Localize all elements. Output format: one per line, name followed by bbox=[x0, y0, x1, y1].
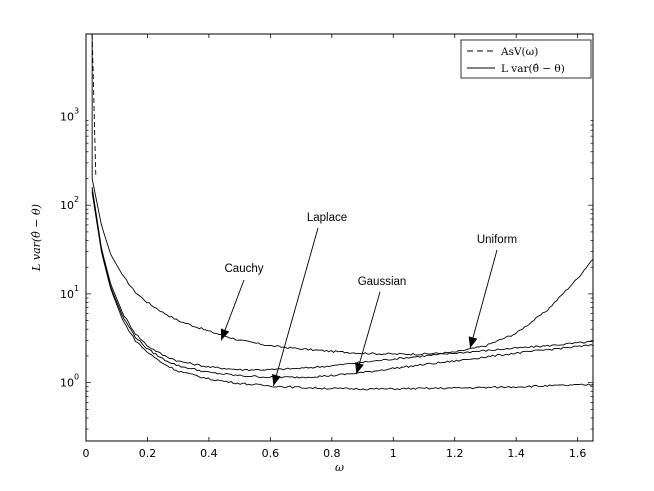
annotation-arrowhead-gaussian bbox=[355, 362, 364, 375]
annotation-arrow-gaussian bbox=[355, 291, 381, 375]
annotation-cauchy: Cauchy bbox=[225, 263, 264, 275]
x-tick-label: 1 bbox=[390, 447, 397, 460]
series-line-uniform bbox=[91, 187, 594, 372]
x-tick-label: 0 bbox=[83, 447, 90, 460]
annotation-gaussian: Gaussian bbox=[358, 276, 407, 288]
annotation-arrowhead-laplace bbox=[272, 374, 281, 386]
plot-frame bbox=[85, 33, 594, 442]
y-tick-label: 10 bbox=[60, 199, 74, 212]
annotation-uniform: Uniform bbox=[477, 234, 517, 246]
y-tick-exponent: 1 bbox=[74, 284, 79, 293]
y-axis-title: L var(θ̂ − θ) bbox=[30, 204, 43, 272]
annotation-arrow-uniform bbox=[469, 249, 498, 349]
y-tick-exponent: 0 bbox=[74, 373, 79, 382]
series-layer bbox=[91, 33, 594, 391]
legend-entry-lvar: L var(θ̂ − θ) bbox=[501, 63, 565, 75]
annotation-arrowhead-uniform bbox=[468, 336, 478, 349]
series-line-gaussian bbox=[91, 189, 594, 379]
x-tick-label: 1.6 bbox=[569, 447, 587, 460]
y-tick-label: 10 bbox=[60, 288, 74, 301]
x-tick-label: 0.6 bbox=[262, 447, 280, 460]
y-tick-exponent: 3 bbox=[74, 106, 79, 115]
series-line-cauchy bbox=[91, 178, 594, 356]
legend-entry-asv: AsV(ω) bbox=[500, 46, 538, 58]
x-axis-title: ω bbox=[335, 461, 344, 474]
y-tick-label: 10 bbox=[60, 110, 74, 123]
annotation-arrow-laplace bbox=[273, 227, 319, 386]
y-tick-exponent: 2 bbox=[74, 195, 79, 204]
x-tick-label: 1.4 bbox=[507, 447, 525, 460]
annotation-laplace: Laplace bbox=[307, 212, 347, 224]
series-line-laplace bbox=[91, 192, 594, 391]
legend-box bbox=[460, 39, 592, 79]
annotation-arrowhead-cauchy bbox=[220, 328, 230, 341]
x-tick-label: 1.2 bbox=[446, 447, 464, 460]
y-tick-label: 10 bbox=[60, 377, 74, 390]
annotations: Cauchy Laplace Gaussian Uniform bbox=[220, 212, 517, 386]
x-tick-label: 0.2 bbox=[139, 447, 157, 460]
x-tick-label: 0.8 bbox=[323, 447, 341, 460]
series-line-asv bbox=[91, 33, 97, 175]
legend: AsV(ω) L var(θ̂ − θ) bbox=[460, 39, 592, 79]
x-tick-label: 0.4 bbox=[200, 447, 218, 460]
x-ticks: 0 0.2 0.4 0.6 0.8 1 1.2 1.4 1.6 bbox=[83, 34, 587, 460]
